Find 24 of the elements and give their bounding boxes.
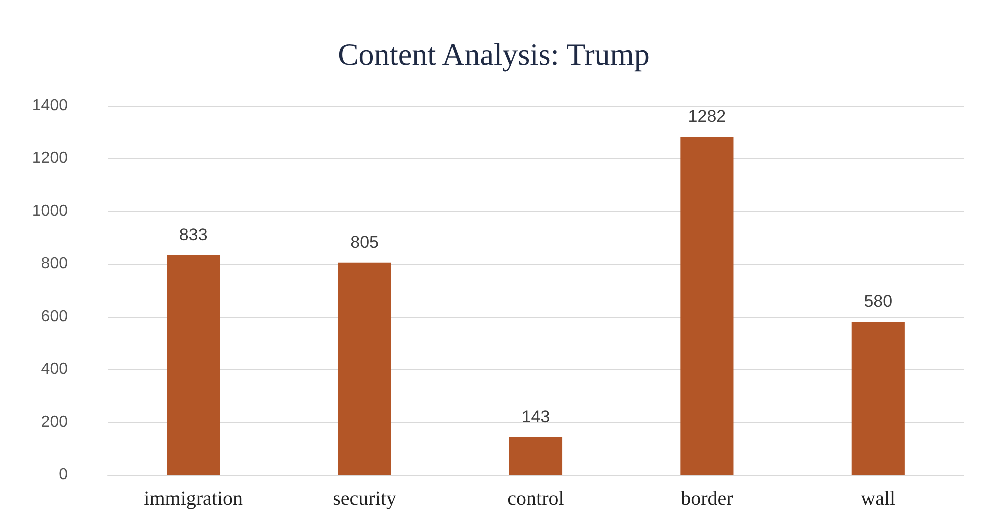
chart-title: Content Analysis: Trump: [338, 37, 650, 72]
y-tick-label: 800: [41, 256, 68, 273]
x-tick-label: wall: [861, 488, 896, 510]
data-label: 143: [522, 407, 550, 426]
x-tick-label: immigration: [144, 488, 244, 510]
y-tick-label: 200: [41, 414, 68, 431]
bar: [680, 137, 734, 475]
y-tick-label: 1400: [32, 98, 68, 114]
x-tick-label: security: [333, 488, 396, 510]
y-tick-label: 1200: [32, 150, 68, 168]
data-label: 580: [864, 292, 893, 312]
data-label: 805: [350, 232, 379, 252]
data-label: 833: [179, 225, 208, 244]
data-label: 1282: [688, 107, 726, 126]
y-tick-label: 0: [59, 466, 68, 484]
bar: [509, 437, 563, 475]
x-tick-label: border: [681, 488, 734, 510]
y-tick-label: 600: [41, 308, 68, 326]
y-tick-label: 1000: [32, 202, 68, 220]
y-tick-label: 400: [41, 361, 68, 378]
bar: [167, 255, 220, 475]
x-tick-label: control: [508, 488, 565, 510]
bar: [852, 322, 905, 475]
bar: [338, 262, 392, 475]
